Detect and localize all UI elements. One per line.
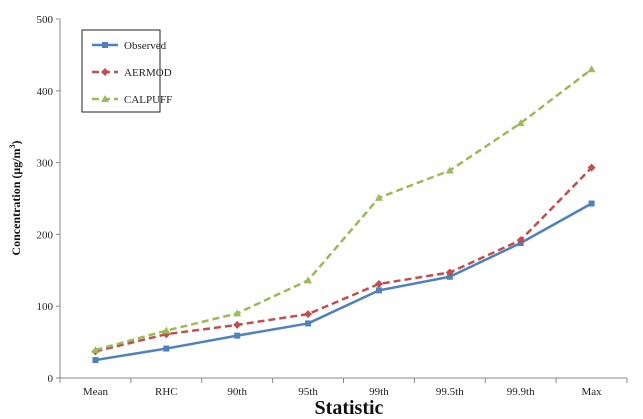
data-point <box>446 273 453 280</box>
y-tick-label: 300 <box>37 158 54 170</box>
data-point <box>304 310 313 319</box>
y-tick-label: 0 <box>48 373 54 385</box>
data-point <box>516 236 525 245</box>
data-point <box>516 119 525 127</box>
series-line <box>95 202 593 362</box>
data-point <box>588 200 595 207</box>
x-axis-label: Statistic <box>315 397 384 419</box>
data-point <box>587 163 596 172</box>
legend-item-observed: Observed <box>92 40 167 52</box>
y-axis-label-main: Concentration (μg/m <box>9 148 23 255</box>
legend-item-calpuff: CALPUFF <box>92 94 172 106</box>
legend: Observed AERMOD CALPUFF <box>81 29 172 113</box>
y-tick-label: 100 <box>37 301 54 313</box>
data-point <box>374 193 383 201</box>
y-axis-label-superscript: 3 <box>8 144 17 148</box>
data-point <box>445 166 454 174</box>
y-tick-label: 500 <box>37 14 54 26</box>
data-point <box>101 68 109 76</box>
data-point <box>587 65 596 73</box>
data-point <box>233 320 242 329</box>
x-tick-label: Mean <box>83 386 109 398</box>
data-point <box>234 332 241 339</box>
x-tick-label: 99th <box>369 386 389 398</box>
legend-label: CALPUFF <box>124 94 172 106</box>
data-point <box>233 309 242 317</box>
data-point <box>305 320 312 327</box>
data-point <box>375 287 382 294</box>
data-point <box>445 268 454 277</box>
data-point <box>163 345 170 352</box>
x-tick-label: 95th <box>298 386 318 398</box>
y-tick-label: 200 <box>37 229 54 241</box>
data-point <box>102 42 108 48</box>
y-tick-label: 400 <box>37 86 54 98</box>
series-line <box>95 166 593 353</box>
y-axis-label-suffix: ) <box>9 140 23 144</box>
x-tick-label: RHC <box>155 386 178 398</box>
data-point <box>304 276 313 284</box>
tick-labels: 0 100 200 300 400 500 Mean RHC 90th 95th 99th 99.5t… <box>37 14 603 398</box>
series-calpuff <box>91 65 596 353</box>
data-point <box>374 279 383 288</box>
axes <box>56 18 628 383</box>
series-observed <box>92 200 595 364</box>
x-tick-label: 90th <box>227 386 247 398</box>
x-tick-label: 99.9th <box>507 386 535 398</box>
x-tick-label: Max <box>581 386 602 398</box>
series-lines <box>91 65 596 364</box>
data-point <box>91 345 100 353</box>
series-aermod <box>91 163 596 356</box>
legend-label: AERMOD <box>124 67 172 79</box>
data-point <box>162 326 171 334</box>
data-point <box>92 357 99 364</box>
legend-item-aermod: AERMOD <box>92 67 172 79</box>
data-point <box>101 95 109 102</box>
legend-label: Observed <box>124 40 167 52</box>
y-axis-label: Concentration (μg/m3) <box>8 140 23 255</box>
x-tick-label: 99.5th <box>436 386 464 398</box>
series-line <box>95 68 593 352</box>
